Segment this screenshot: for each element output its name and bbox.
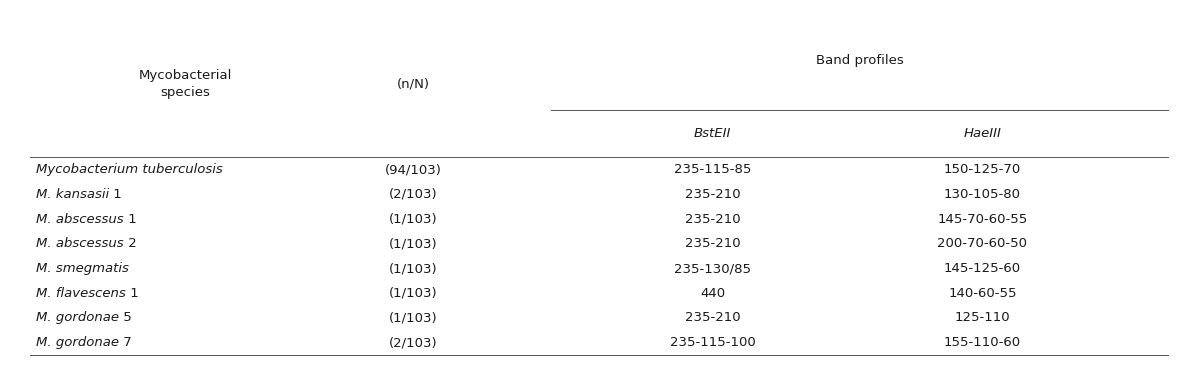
Text: 7: 7	[119, 336, 132, 349]
Text: M. smegmatis: M. smegmatis	[36, 262, 129, 275]
Text: (1/103): (1/103)	[389, 213, 437, 226]
Text: Mycobacterium tuberculosis: Mycobacterium tuberculosis	[36, 163, 223, 176]
Text: 440: 440	[701, 287, 725, 300]
Text: 235-115-100: 235-115-100	[670, 336, 756, 349]
Text: 235-210: 235-210	[685, 237, 740, 250]
Text: 200-70-60-50: 200-70-60-50	[937, 237, 1028, 250]
Text: (n/N): (n/N)	[397, 78, 430, 91]
Text: 235-115-85: 235-115-85	[674, 163, 751, 176]
Text: 145-70-60-55: 145-70-60-55	[937, 213, 1028, 226]
Text: (2/103): (2/103)	[389, 336, 437, 349]
Text: 235-210: 235-210	[685, 213, 740, 226]
Text: M. gordonae: M. gordonae	[36, 311, 119, 325]
Text: 1: 1	[109, 188, 122, 201]
Text: 1: 1	[123, 213, 137, 226]
Text: M. kansasii: M. kansasii	[36, 188, 109, 201]
Text: 130-105-80: 130-105-80	[944, 188, 1021, 201]
Text: 150-125-70: 150-125-70	[944, 163, 1021, 176]
Text: M. abscessus: M. abscessus	[36, 237, 123, 250]
Text: 235-210: 235-210	[685, 311, 740, 325]
Text: 125-110: 125-110	[955, 311, 1010, 325]
Text: (94/103): (94/103)	[385, 163, 442, 176]
Text: HaeIII: HaeIII	[963, 127, 1002, 140]
Text: Mycobacterial
species: Mycobacterial species	[139, 69, 232, 99]
Text: BstEII: BstEII	[694, 127, 732, 140]
Text: 155-110-60: 155-110-60	[944, 336, 1021, 349]
Text: 235-130/85: 235-130/85	[674, 262, 751, 275]
Text: M. gordonae: M. gordonae	[36, 336, 119, 349]
Text: M. flavescens: M. flavescens	[36, 287, 126, 300]
Text: (1/103): (1/103)	[389, 262, 437, 275]
Text: 2: 2	[123, 237, 137, 250]
Text: 235-210: 235-210	[685, 188, 740, 201]
Text: (1/103): (1/103)	[389, 237, 437, 250]
Text: 5: 5	[119, 311, 132, 325]
Text: (1/103): (1/103)	[389, 287, 437, 300]
Text: 140-60-55: 140-60-55	[948, 287, 1017, 300]
Text: 1: 1	[126, 287, 139, 300]
Text: 145-125-60: 145-125-60	[944, 262, 1021, 275]
Text: (1/103): (1/103)	[389, 311, 437, 325]
Text: M. abscessus: M. abscessus	[36, 213, 123, 226]
Text: (2/103): (2/103)	[389, 188, 437, 201]
Text: Band profiles: Band profiles	[816, 54, 903, 67]
